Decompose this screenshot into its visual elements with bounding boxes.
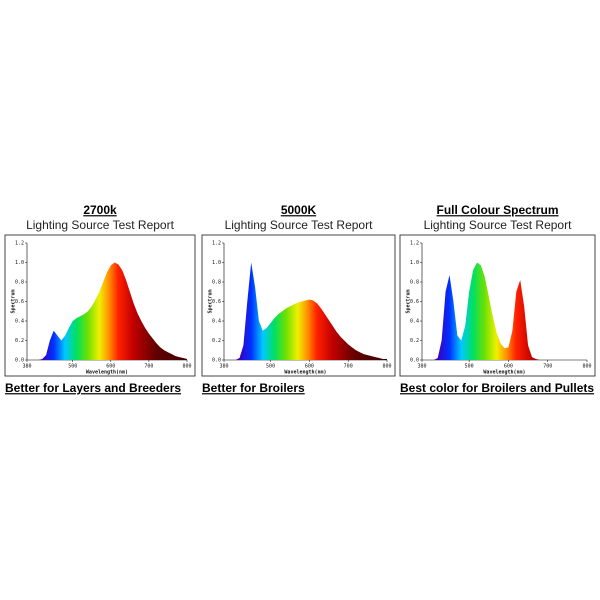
x-tick-label: 380 bbox=[417, 364, 426, 370]
y-tick-label: 1.2 bbox=[212, 241, 221, 247]
y-tick-label: 1.0 bbox=[212, 260, 221, 266]
x-tick-label: 700 bbox=[344, 364, 353, 370]
x-tick-label: 800 bbox=[182, 364, 191, 370]
x-axis-label: Wavelength(nm) bbox=[483, 370, 525, 376]
x-axis-label: Wavelength(nm) bbox=[86, 370, 128, 376]
y-tick-label: 1.0 bbox=[410, 260, 419, 266]
chart-subtitle: Lighting Source Test Report bbox=[225, 218, 374, 232]
y-tick-label: 1.0 bbox=[15, 260, 24, 266]
y-tick-label: 0.2 bbox=[212, 338, 221, 344]
x-axis-label: Wavelength(nm) bbox=[284, 370, 326, 376]
x-tick-label: 500 bbox=[465, 364, 474, 370]
spectrum-area bbox=[224, 262, 387, 360]
y-tick-label: 0.6 bbox=[212, 299, 221, 305]
y-tick-label: 0.4 bbox=[410, 319, 419, 325]
y-tick-label: 0.4 bbox=[212, 319, 221, 325]
x-tick-label: 700 bbox=[144, 364, 153, 370]
y-tick-label: 0.6 bbox=[15, 299, 24, 305]
y-tick-label: 0.8 bbox=[212, 280, 221, 286]
y-tick-label: 0.0 bbox=[410, 358, 419, 364]
x-tick-label: 380 bbox=[219, 364, 228, 370]
chart-title: 5000K bbox=[281, 203, 317, 217]
chart-subtitle: Lighting Source Test Report bbox=[424, 218, 573, 232]
x-tick-label: 600 bbox=[305, 364, 314, 370]
y-tick-label: 0.0 bbox=[212, 358, 221, 364]
chart-caption: Best color for Broilers and Pullets bbox=[400, 381, 594, 395]
x-tick-label: 800 bbox=[382, 364, 391, 370]
x-tick-label: 800 bbox=[582, 364, 591, 370]
x-tick-label: 600 bbox=[504, 364, 513, 370]
chart-title: Full Colour Spectrum bbox=[436, 203, 558, 217]
y-tick-label: 1.2 bbox=[15, 241, 24, 247]
x-tick-label: 500 bbox=[68, 364, 77, 370]
x-tick-label: 700 bbox=[543, 364, 552, 370]
y-axis-label: Spectrum bbox=[406, 289, 412, 313]
y-tick-label: 0.8 bbox=[15, 280, 24, 286]
y-tick-label: 0.2 bbox=[410, 338, 419, 344]
spectrum-area bbox=[27, 262, 187, 360]
x-tick-label: 500 bbox=[266, 364, 275, 370]
y-tick-label: 0.8 bbox=[410, 280, 419, 286]
y-tick-label: 1.2 bbox=[410, 241, 419, 247]
y-tick-label: 0.2 bbox=[15, 338, 24, 344]
chart-title: 2700k bbox=[83, 203, 117, 217]
y-tick-label: 0.6 bbox=[410, 299, 419, 305]
y-axis-label: Spectrum bbox=[11, 289, 17, 313]
y-tick-label: 0.0 bbox=[15, 358, 24, 364]
y-axis-label: Spectrum bbox=[208, 289, 214, 313]
x-tick-label: 380 bbox=[22, 364, 31, 370]
chart-caption: Better for Layers and Breeders bbox=[5, 381, 181, 395]
y-tick-label: 0.4 bbox=[15, 319, 24, 325]
spectrum-area bbox=[422, 262, 587, 360]
chart-subtitle: Lighting Source Test Report bbox=[26, 218, 175, 232]
x-tick-label: 600 bbox=[106, 364, 115, 370]
chart-caption: Better for Broilers bbox=[202, 381, 305, 395]
